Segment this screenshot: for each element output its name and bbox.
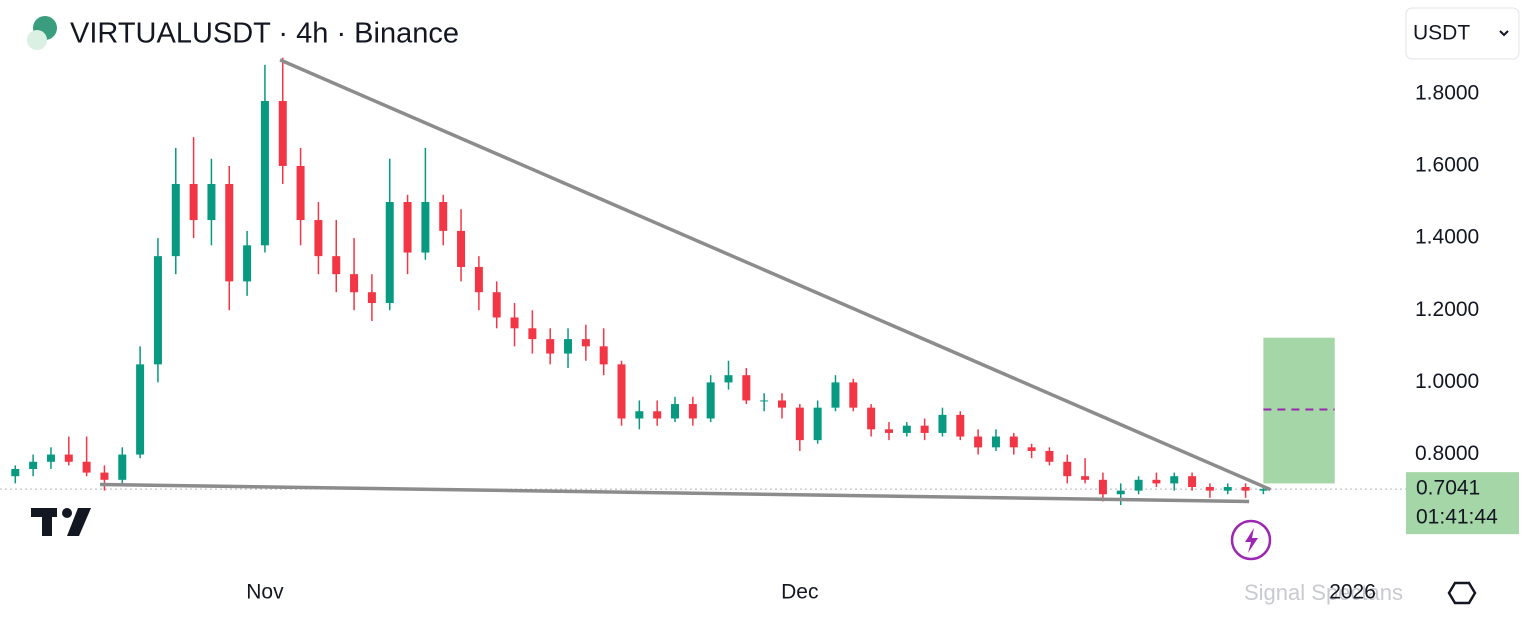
- candle-body: [706, 382, 715, 419]
- candle-body: [528, 328, 537, 340]
- candle-body: [831, 382, 840, 408]
- candle-body: [1188, 476, 1197, 488]
- candle-body: [82, 461, 91, 473]
- candle-body: [296, 165, 305, 221]
- candle-body: [260, 101, 269, 246]
- candle-body: [599, 346, 608, 365]
- candle-body: [956, 414, 965, 437]
- candle-body: [1152, 479, 1161, 484]
- candle-body: [474, 266, 483, 293]
- candle-body: [546, 339, 555, 354]
- candle-body: [724, 375, 733, 383]
- candle-body: [653, 411, 662, 419]
- candle-body: [1259, 489, 1268, 491]
- candle-body: [1045, 450, 1054, 462]
- candle-body: [1134, 479, 1143, 491]
- candle-body: [938, 414, 947, 433]
- candle-body: [207, 183, 216, 221]
- target-zone: [1263, 337, 1335, 484]
- price-label-box: [1406, 472, 1519, 535]
- candle-body: [920, 425, 929, 433]
- x-tick-label: Dec: [781, 581, 818, 604]
- candle-body: [1027, 447, 1036, 451]
- candle-body: [1116, 490, 1125, 495]
- candle-body: [849, 382, 858, 408]
- watermark: Signal Spectans: [1244, 580, 1403, 605]
- y-tick-label: 1.6000: [1415, 153, 1479, 176]
- candle-body: [742, 375, 751, 401]
- currency-label[interactable]: USDT: [1413, 22, 1470, 45]
- candle-body: [884, 429, 893, 433]
- chart-title: VIRTUALUSDT · 4h · Binance: [70, 18, 459, 50]
- candle-body: [1081, 476, 1090, 480]
- candle-body: [29, 461, 38, 469]
- tradingview-logo: [31, 508, 91, 536]
- candle-body: [439, 202, 448, 231]
- candle-body: [1241, 487, 1250, 491]
- plot-area: [0, 57, 1410, 528]
- candle-body: [760, 400, 769, 402]
- y-tick-label: 1.4000: [1415, 226, 1479, 249]
- candle-body: [403, 202, 412, 253]
- candle-body: [225, 183, 234, 282]
- countdown-label: 01:41:44: [1416, 506, 1498, 529]
- candle-body: [974, 436, 983, 448]
- trendline: [279, 58, 1272, 492]
- y-tick-label: 1.0000: [1415, 370, 1479, 393]
- candle-body: [902, 425, 911, 433]
- candle-body: [171, 183, 180, 257]
- candle-body: [1009, 436, 1018, 448]
- candle-body: [795, 407, 804, 441]
- candle-body: [1170, 476, 1179, 484]
- candle-body: [457, 230, 466, 267]
- candle-body: [510, 317, 519, 329]
- last-price-label: 0.7041: [1416, 477, 1480, 500]
- trendline: [99, 482, 1250, 504]
- symbol-icon: [27, 16, 57, 50]
- x-tick-label: Nov: [246, 581, 284, 604]
- candle-body: [635, 411, 644, 419]
- candle-body: [46, 454, 55, 462]
- candle-body: [688, 404, 697, 419]
- candle-body: [350, 274, 359, 293]
- y-tick-label: 1.8000: [1415, 81, 1479, 104]
- candle-body: [421, 202, 430, 253]
- candle-body: [100, 472, 109, 480]
- candle-body: [243, 245, 252, 282]
- candle-body: [564, 339, 573, 354]
- candle-body: [153, 256, 162, 365]
- candle-body: [136, 364, 145, 455]
- candle-body: [813, 407, 822, 441]
- candle-body: [581, 339, 590, 347]
- candle-body: [118, 454, 127, 480]
- candle-body: [278, 101, 287, 166]
- candle-body: [314, 220, 323, 257]
- candle-body: [1205, 487, 1214, 491]
- candle-body: [64, 454, 73, 462]
- candle-body: [991, 436, 1000, 448]
- y-tick-label: 0.8000: [1415, 442, 1479, 465]
- candle-body: [11, 468, 20, 477]
- candle-body: [367, 292, 376, 304]
- candle-body: [777, 400, 786, 408]
- settings-icon[interactable]: [1447, 581, 1477, 605]
- candle-body: [671, 404, 680, 419]
- candle-body: [189, 183, 198, 221]
- candle-body: [492, 292, 501, 318]
- candle-body: [385, 202, 394, 304]
- lightning-icon[interactable]: [1230, 519, 1272, 561]
- candle-body: [1063, 461, 1072, 477]
- y-tick-label: 1.2000: [1415, 298, 1479, 321]
- candle-body: [1223, 487, 1232, 491]
- candle-body: [867, 407, 876, 430]
- candle-body: [1098, 479, 1107, 495]
- x-tick-label: 2026: [1329, 581, 1376, 604]
- currency-select[interactable]: USDT: [1405, 7, 1520, 60]
- candle-body: [617, 364, 626, 419]
- candle-body: [332, 256, 341, 275]
